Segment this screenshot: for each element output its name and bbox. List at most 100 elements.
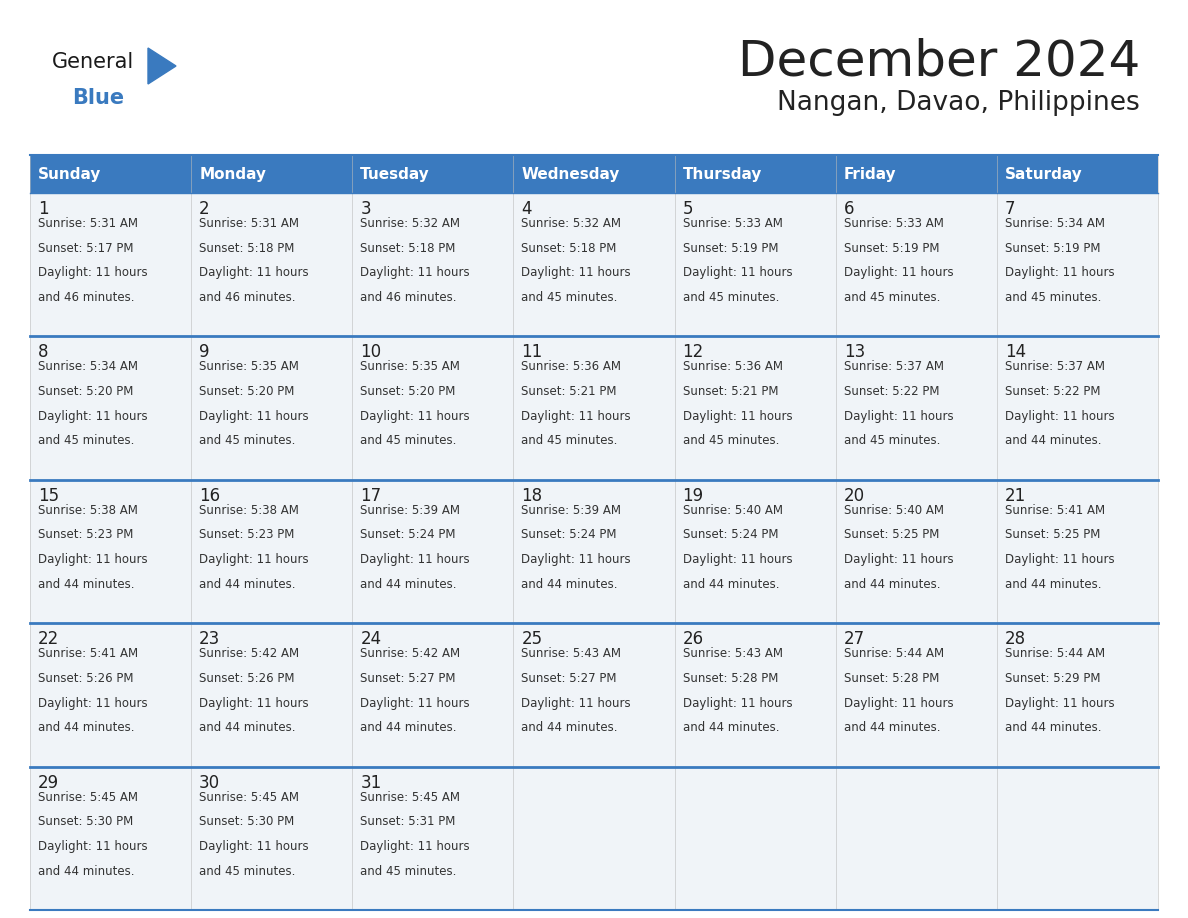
Text: Sunset: 5:22 PM: Sunset: 5:22 PM [843, 385, 940, 398]
Text: and 44 minutes.: and 44 minutes. [38, 865, 134, 878]
Text: and 45 minutes.: and 45 minutes. [843, 434, 940, 447]
Text: Sunrise: 5:37 AM: Sunrise: 5:37 AM [1005, 361, 1105, 374]
Text: 17: 17 [360, 487, 381, 505]
Text: Sunrise: 5:39 AM: Sunrise: 5:39 AM [360, 504, 460, 517]
Bar [513, 480, 675, 623]
Text: Sunrise: 5:41 AM: Sunrise: 5:41 AM [1005, 504, 1105, 517]
Text: Daylight: 11 hours: Daylight: 11 hours [1005, 554, 1114, 566]
Bar [30, 623, 191, 767]
Text: Sunrise: 5:43 AM: Sunrise: 5:43 AM [683, 647, 783, 660]
Bar [675, 193, 835, 336]
Text: Thursday: Thursday [683, 166, 762, 182]
Text: Daylight: 11 hours: Daylight: 11 hours [38, 697, 147, 710]
Text: and 44 minutes.: and 44 minutes. [1005, 434, 1101, 447]
Text: and 44 minutes.: and 44 minutes. [1005, 722, 1101, 734]
Text: Daylight: 11 hours: Daylight: 11 hours [843, 266, 953, 279]
Text: Daylight: 11 hours: Daylight: 11 hours [1005, 697, 1114, 710]
Text: Daylight: 11 hours: Daylight: 11 hours [522, 409, 631, 423]
Bar [353, 623, 513, 767]
Text: Daylight: 11 hours: Daylight: 11 hours [360, 266, 470, 279]
Bar [30, 480, 191, 623]
Text: Sunrise: 5:35 AM: Sunrise: 5:35 AM [360, 361, 460, 374]
Text: Sunrise: 5:38 AM: Sunrise: 5:38 AM [38, 504, 138, 517]
Text: Sunset: 5:29 PM: Sunset: 5:29 PM [1005, 672, 1100, 685]
Text: Sunrise: 5:44 AM: Sunrise: 5:44 AM [1005, 647, 1105, 660]
Text: Sunrise: 5:41 AM: Sunrise: 5:41 AM [38, 647, 138, 660]
Text: Daylight: 11 hours: Daylight: 11 hours [683, 554, 792, 566]
Bar [835, 623, 997, 767]
Text: 3: 3 [360, 200, 371, 218]
Text: Sunset: 5:19 PM: Sunset: 5:19 PM [683, 241, 778, 254]
Text: Sunrise: 5:44 AM: Sunrise: 5:44 AM [843, 647, 943, 660]
Text: Daylight: 11 hours: Daylight: 11 hours [683, 697, 792, 710]
Text: 1: 1 [38, 200, 49, 218]
Text: Daylight: 11 hours: Daylight: 11 hours [38, 554, 147, 566]
Text: Sunrise: 5:31 AM: Sunrise: 5:31 AM [38, 217, 138, 230]
Text: Daylight: 11 hours: Daylight: 11 hours [360, 840, 470, 853]
Text: 9: 9 [200, 343, 209, 362]
Text: and 44 minutes.: and 44 minutes. [200, 722, 296, 734]
Text: 6: 6 [843, 200, 854, 218]
Text: 25: 25 [522, 630, 543, 648]
Text: and 45 minutes.: and 45 minutes. [522, 291, 618, 304]
Bar [191, 767, 353, 910]
Text: and 45 minutes.: and 45 minutes. [522, 434, 618, 447]
Text: 22: 22 [38, 630, 59, 648]
Text: Daylight: 11 hours: Daylight: 11 hours [522, 554, 631, 566]
Text: Sunset: 5:18 PM: Sunset: 5:18 PM [200, 241, 295, 254]
Text: Daylight: 11 hours: Daylight: 11 hours [200, 266, 309, 279]
Text: and 44 minutes.: and 44 minutes. [683, 722, 779, 734]
Text: and 45 minutes.: and 45 minutes. [360, 434, 456, 447]
Text: Sunset: 5:17 PM: Sunset: 5:17 PM [38, 241, 133, 254]
Text: Daylight: 11 hours: Daylight: 11 hours [360, 554, 470, 566]
Text: 15: 15 [38, 487, 59, 505]
Text: Sunset: 5:20 PM: Sunset: 5:20 PM [200, 385, 295, 398]
Text: Friday: Friday [843, 166, 896, 182]
Text: Sunset: 5:24 PM: Sunset: 5:24 PM [522, 529, 617, 542]
Text: 18: 18 [522, 487, 543, 505]
Bar [353, 193, 513, 336]
Text: Sunrise: 5:40 AM: Sunrise: 5:40 AM [843, 504, 943, 517]
Text: Sunset: 5:18 PM: Sunset: 5:18 PM [360, 241, 456, 254]
Text: Sunset: 5:26 PM: Sunset: 5:26 PM [200, 672, 295, 685]
Text: 16: 16 [200, 487, 220, 505]
Text: 23: 23 [200, 630, 221, 648]
Bar [30, 193, 191, 336]
Text: Daylight: 11 hours: Daylight: 11 hours [200, 840, 309, 853]
Bar [353, 480, 513, 623]
Text: Daylight: 11 hours: Daylight: 11 hours [360, 409, 470, 423]
Text: Sunrise: 5:45 AM: Sunrise: 5:45 AM [360, 790, 460, 803]
Text: Sunset: 5:26 PM: Sunset: 5:26 PM [38, 672, 133, 685]
Bar [675, 767, 835, 910]
Text: and 46 minutes.: and 46 minutes. [38, 291, 134, 304]
Text: Nangan, Davao, Philippines: Nangan, Davao, Philippines [777, 90, 1140, 116]
Bar [513, 336, 675, 480]
Text: Sunset: 5:28 PM: Sunset: 5:28 PM [683, 672, 778, 685]
Text: Daylight: 11 hours: Daylight: 11 hours [522, 697, 631, 710]
Polygon shape [148, 48, 176, 84]
Text: Daylight: 11 hours: Daylight: 11 hours [843, 409, 953, 423]
Text: Daylight: 11 hours: Daylight: 11 hours [683, 409, 792, 423]
Bar [835, 767, 997, 910]
Text: Daylight: 11 hours: Daylight: 11 hours [843, 554, 953, 566]
Text: Sunrise: 5:34 AM: Sunrise: 5:34 AM [38, 361, 138, 374]
Text: Sunset: 5:31 PM: Sunset: 5:31 PM [360, 815, 456, 828]
Bar [30, 155, 1158, 193]
Text: Sunrise: 5:42 AM: Sunrise: 5:42 AM [360, 647, 461, 660]
Bar [513, 767, 675, 910]
Text: Saturday: Saturday [1005, 166, 1082, 182]
Text: Sunset: 5:19 PM: Sunset: 5:19 PM [1005, 241, 1100, 254]
Text: Daylight: 11 hours: Daylight: 11 hours [683, 266, 792, 279]
Text: Sunrise: 5:37 AM: Sunrise: 5:37 AM [843, 361, 943, 374]
Text: and 44 minutes.: and 44 minutes. [522, 722, 618, 734]
Bar [353, 767, 513, 910]
Text: Daylight: 11 hours: Daylight: 11 hours [200, 697, 309, 710]
Text: 28: 28 [1005, 630, 1026, 648]
Text: and 44 minutes.: and 44 minutes. [683, 577, 779, 591]
Text: 11: 11 [522, 343, 543, 362]
Bar [835, 480, 997, 623]
Bar [835, 336, 997, 480]
Text: and 45 minutes.: and 45 minutes. [38, 434, 134, 447]
Bar [675, 480, 835, 623]
Text: Sunrise: 5:31 AM: Sunrise: 5:31 AM [200, 217, 299, 230]
